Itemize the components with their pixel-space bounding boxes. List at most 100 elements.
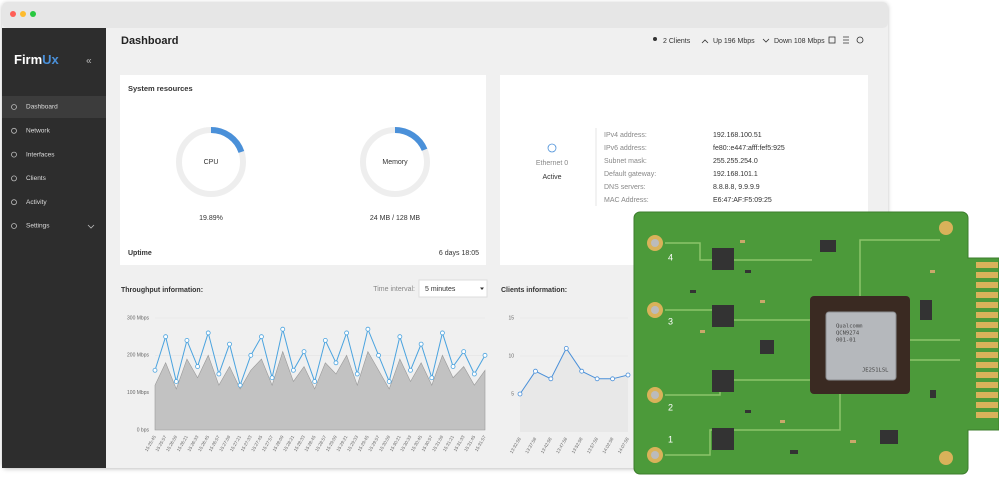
donut-value: 24 MB / 128 MB	[370, 215, 421, 222]
close-dot[interactable]	[10, 11, 16, 17]
point	[408, 367, 413, 373]
user-icon	[653, 37, 657, 41]
brand: FirmUx	[14, 52, 60, 67]
donut-arc	[394, 127, 428, 152]
passives	[700, 240, 935, 443]
point	[482, 352, 488, 358]
point	[163, 334, 169, 340]
point	[227, 341, 232, 347]
menu-icon	[11, 104, 17, 110]
donut-value: 19.89%	[199, 215, 223, 222]
menu-item[interactable]: Dashboard	[26, 104, 58, 111]
field-label: Subnet mask:	[604, 158, 647, 165]
chip-text: QCN9274	[836, 331, 860, 337]
select-arrow	[480, 287, 484, 290]
point	[333, 360, 339, 366]
up-stat: Up 196 Mbps	[713, 38, 755, 45]
point	[440, 330, 445, 336]
y-tick-label: 100 Mbps	[127, 390, 149, 396]
point	[548, 376, 554, 382]
submenu-arrow	[87, 224, 95, 229]
point	[563, 345, 569, 351]
y-tick-label: 15	[508, 315, 514, 321]
min-dot[interactable]	[20, 11, 26, 17]
point	[461, 349, 467, 355]
port-number: 1	[668, 434, 673, 444]
point	[471, 371, 477, 377]
menu-item[interactable]: Network	[26, 128, 51, 135]
menu-active	[2, 96, 106, 118]
uptime-label: Uptime	[128, 250, 152, 257]
y-tick-label: 300 Mbps	[127, 315, 149, 321]
field-value: 255.255.254.0	[713, 158, 758, 165]
menu-icon	[11, 175, 17, 182]
point	[290, 367, 296, 373]
collapse-icon[interactable]: «	[86, 56, 92, 67]
chart-title: Throughput information:	[121, 287, 203, 294]
menu-item[interactable]: Settings	[26, 223, 50, 230]
field-label: IPv4 address:	[604, 132, 647, 139]
point	[237, 382, 243, 388]
menu-item[interactable]: Interfaces	[26, 151, 55, 158]
donut-arc	[210, 127, 245, 154]
page-title: Dashboard	[121, 35, 178, 47]
menu-item[interactable]: Activity	[26, 199, 47, 206]
point	[594, 376, 600, 382]
point	[184, 337, 190, 343]
field-value: fe80::e447:afff:fef5:925	[713, 145, 785, 152]
uptime-value: 6 days 18:05	[439, 250, 479, 257]
point	[386, 379, 392, 384]
point	[216, 371, 222, 377]
list-icon[interactable]	[843, 36, 849, 44]
y-tick-label: 5	[511, 391, 514, 397]
components	[690, 240, 936, 454]
globe-icon	[547, 143, 557, 153]
point	[173, 379, 179, 384]
point	[344, 330, 350, 336]
point	[365, 326, 371, 332]
down-icon	[762, 38, 770, 43]
interface-name: Ethernet 0	[536, 160, 568, 167]
port-number: 3	[668, 316, 673, 326]
field-label: DNS servers:	[604, 184, 646, 191]
menu-item[interactable]: Clients	[26, 175, 47, 182]
chip-text: JE251LSL	[862, 368, 889, 374]
point	[450, 364, 456, 369]
field-label: Default gateway:	[604, 171, 656, 178]
interval-label: Time interval:	[373, 286, 415, 293]
calendar-icon[interactable]	[828, 36, 836, 44]
refresh-icon[interactable]	[856, 36, 864, 44]
donut-label: CPU	[204, 159, 219, 166]
point	[195, 364, 200, 369]
field-value: 8.8.8.8, 9.9.9.9	[713, 184, 760, 191]
up-icon	[701, 39, 709, 44]
menu-icon	[11, 223, 17, 229]
max-dot[interactable]	[30, 11, 36, 17]
y-tick-label: 0 bps	[137, 427, 150, 433]
point	[517, 391, 523, 397]
y-tick-label: 10	[508, 353, 514, 359]
point	[301, 349, 307, 355]
interval-select[interactable]	[418, 279, 488, 298]
point	[354, 371, 360, 377]
point	[418, 341, 424, 347]
donut-label: Memory	[382, 159, 408, 166]
area-fill	[520, 348, 628, 432]
point	[322, 337, 328, 343]
field-value: 192.168.100.51	[713, 132, 762, 139]
field-value: E6:47:AF:F5:09:25	[713, 197, 772, 204]
point	[280, 326, 286, 332]
down-stat: Down 108 Mbps	[774, 38, 825, 45]
area	[154, 350, 486, 431]
menu-icon	[11, 151, 17, 158]
point	[312, 379, 318, 384]
title-bar	[2, 2, 888, 28]
point	[429, 375, 435, 381]
dynamic: Dashboard Network Interfaces Clients Activit…	[2, 96, 785, 454]
port-number: 2	[668, 402, 673, 412]
point	[625, 372, 631, 378]
point	[397, 334, 403, 340]
point	[610, 376, 615, 382]
